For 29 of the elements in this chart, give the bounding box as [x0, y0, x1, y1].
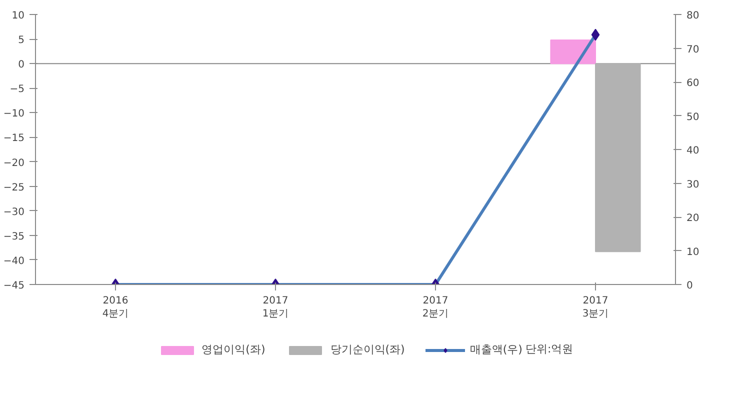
y-tick-label: −45: [3, 280, 25, 292]
y2-tick-label: 80: [686, 10, 700, 22]
x-tick-label: 2016 4분기: [102, 296, 129, 320]
legend-label: 영업이익(좌): [202, 342, 266, 357]
y2-tick-label: 40: [686, 146, 700, 156]
y2-tick-label: 10: [686, 246, 700, 258]
y-tick-label: 10: [12, 10, 25, 22]
y-tick-label: −20: [3, 158, 25, 169]
y-tick-label: −35: [3, 231, 25, 242]
y2-tick-label: 0: [686, 280, 693, 292]
x-tick-label: 2017 3분기: [582, 296, 609, 320]
y-tick-label: 5: [18, 35, 25, 46]
text: 단위:억원: [526, 342, 574, 356]
y2-tick-label: 70: [686, 44, 700, 56]
y2-tick-label: 20: [686, 213, 700, 224]
legend-label: 매출액(우): [470, 342, 522, 357]
y-tick-label: −5: [10, 84, 25, 96]
y-tick-label: 0: [18, 60, 25, 71]
y-tick-label: −40: [3, 256, 25, 267]
x-tick-label: 2017 2분기: [422, 296, 449, 320]
y2-tick-label: 30: [686, 179, 700, 190]
y-tick-label: −10: [3, 108, 25, 120]
y2-tick-label: 60: [686, 78, 700, 89]
legend-label: 당기순이익(좌): [330, 342, 405, 357]
y-tick-label: −25: [3, 182, 25, 194]
x-tick-label: 2017 1분기: [262, 296, 289, 320]
y2-tick-label: 50: [686, 112, 700, 123]
y-tick-label: −15: [3, 133, 25, 144]
y-tick-label: −30: [3, 206, 25, 218]
